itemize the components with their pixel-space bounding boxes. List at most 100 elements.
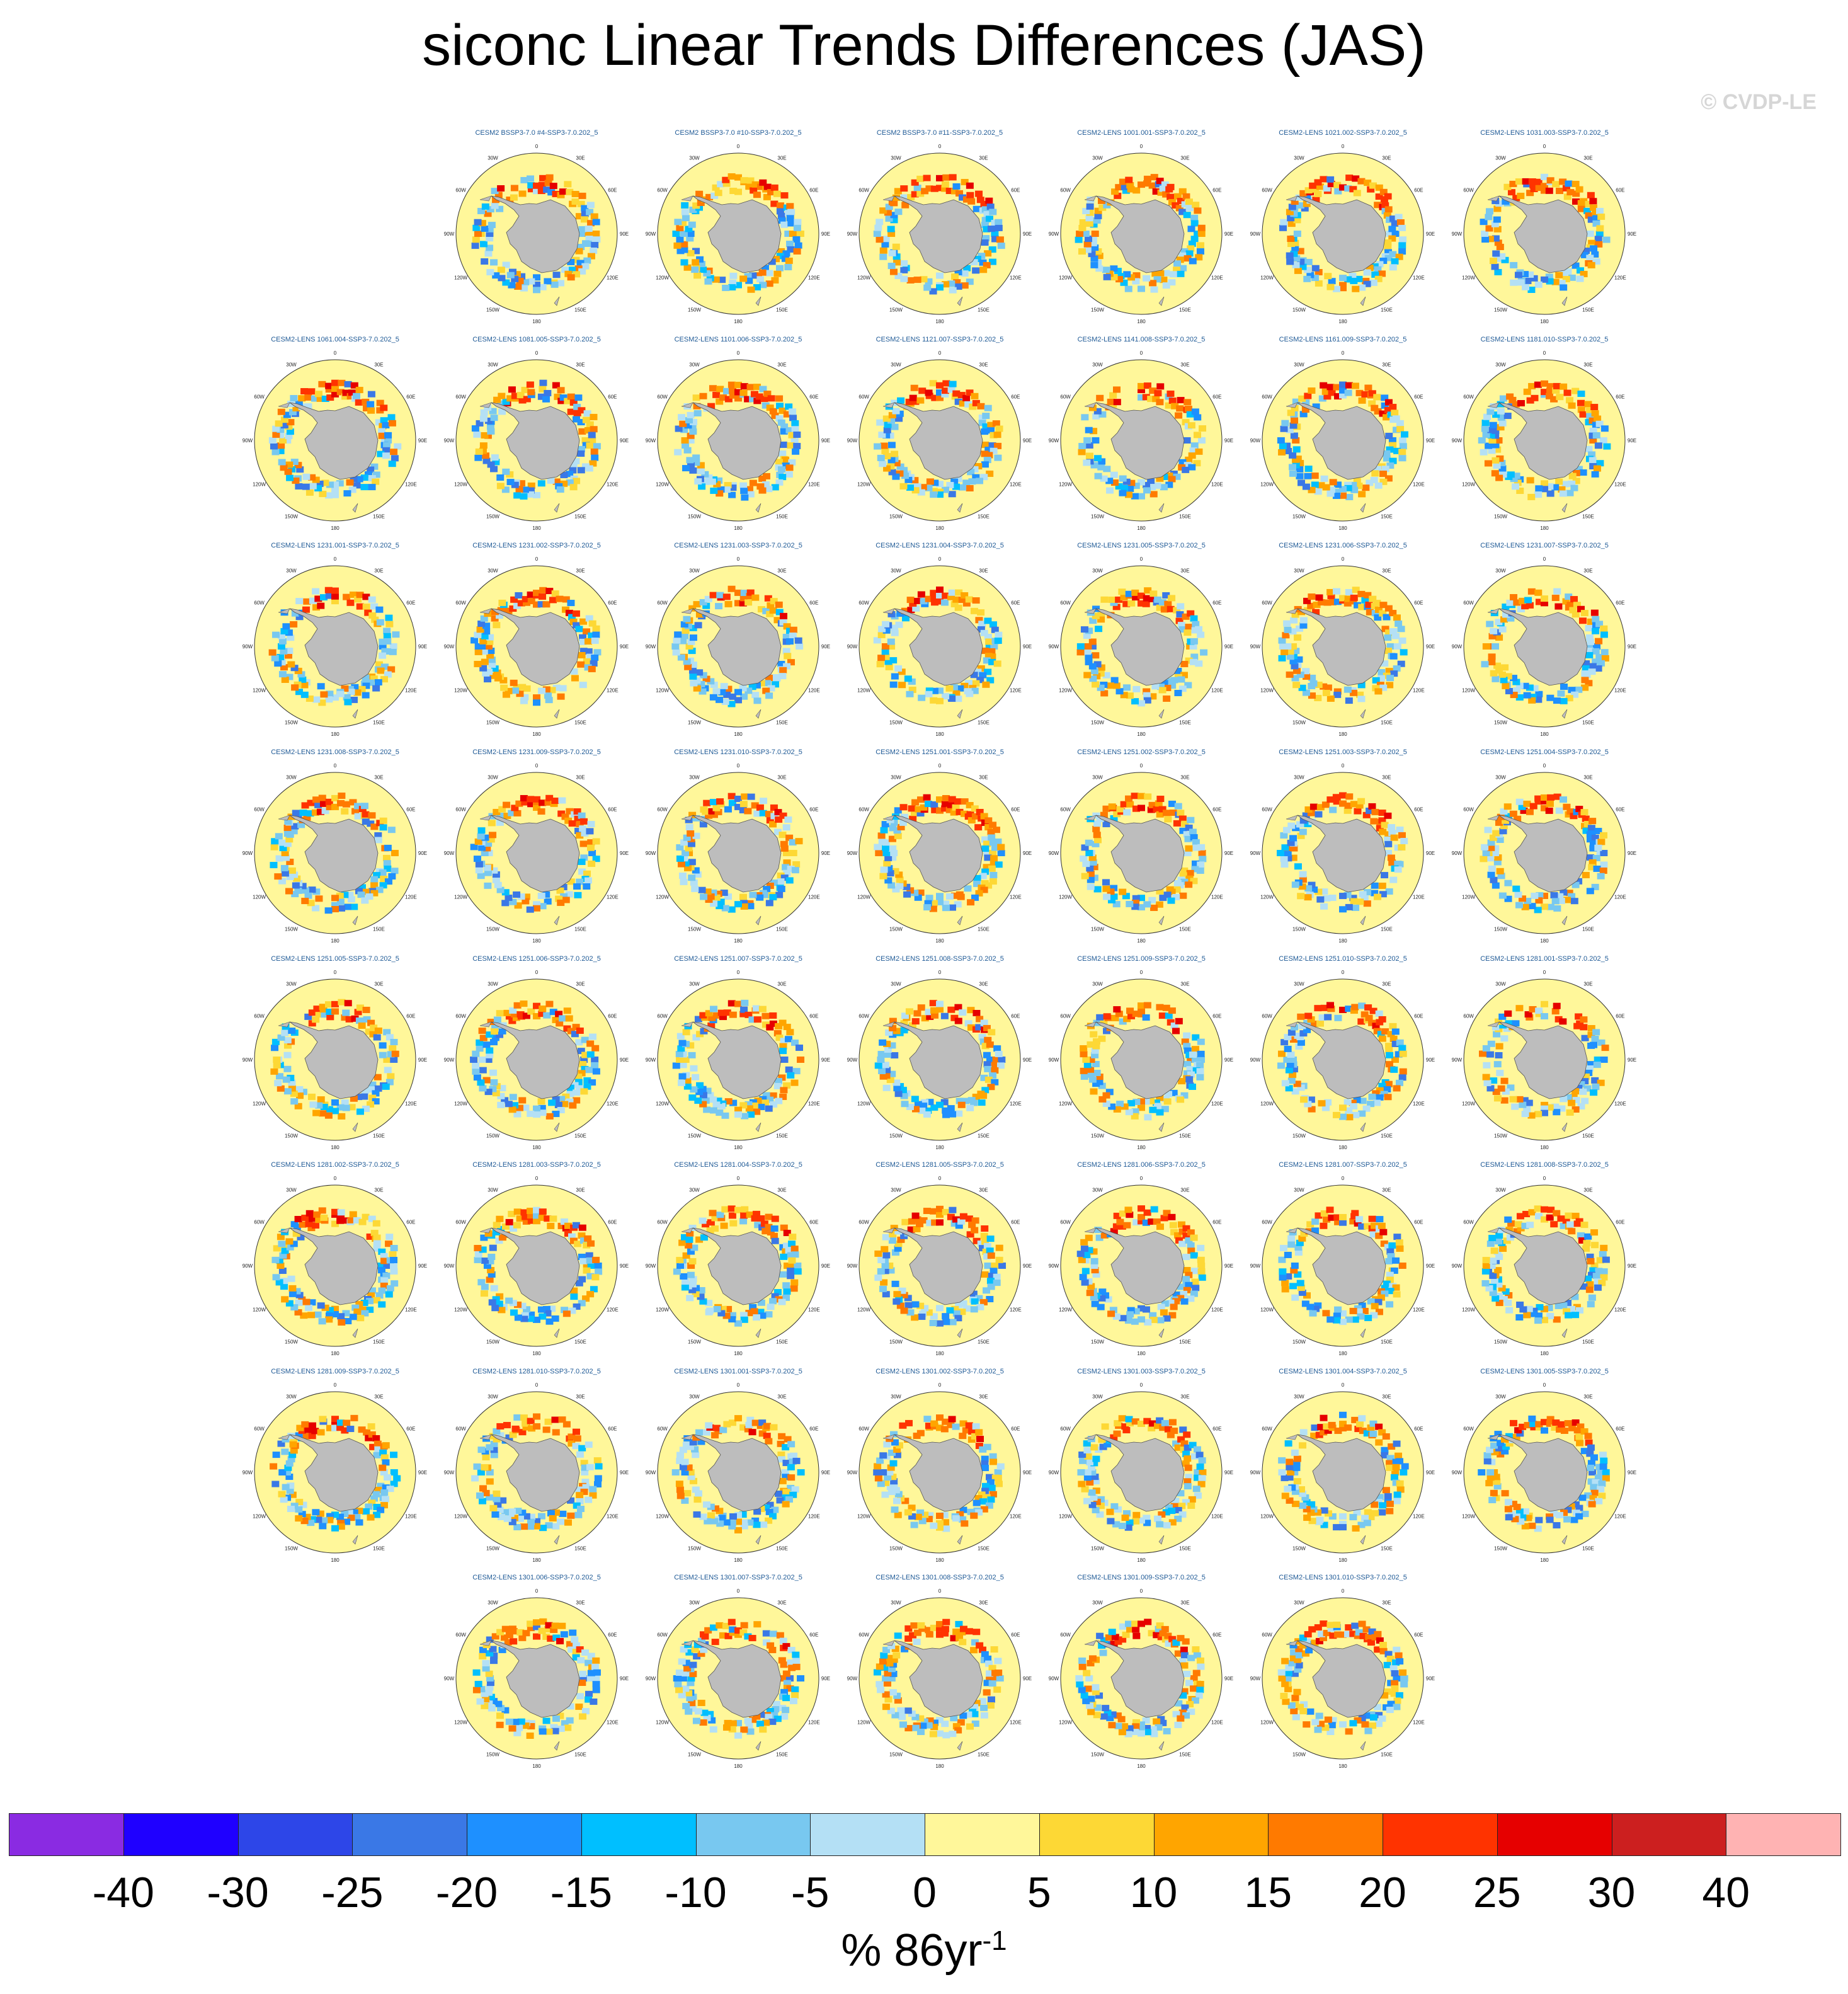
colorbar-box (1268, 1813, 1383, 1856)
longitude-label: 150E (978, 719, 990, 725)
longitude-label: 150W (889, 1545, 903, 1551)
longitude-label: 90W (444, 851, 455, 856)
polar-map: 0 30E 60E 90E 120E 150E 180 150W 120W 90W 60W 30W (1049, 763, 1233, 944)
longitude-label: 120W (454, 1720, 467, 1726)
longitude-label: 120E (1010, 688, 1022, 694)
polar-map: 0 30E 60E 90E 120E 150E 180 150W 120W 90W 60W 30W (847, 144, 1032, 324)
longitude-label: 120W (656, 895, 669, 900)
longitude-label: 150E (1582, 926, 1594, 932)
map-panel: CESM2-LENS 1301.004-SSP3-7.0.202_5 0 30E 60… (1242, 1368, 1444, 1569)
polar-map: 0 30E 60E 90E 120E 150E 180 150W 120W 90W 60W 30W (444, 556, 629, 737)
longitude-label: 150E (373, 1339, 385, 1344)
longitude-label: 30E (1180, 982, 1189, 987)
map-panel: CESM2-LENS 1301.009-SSP3-7.0.202_5 0 30E 60… (1041, 1574, 1242, 1775)
longitude-label: 60E (1212, 188, 1221, 193)
longitude-label: 90W (242, 1057, 253, 1063)
longitude-label: 120W (1462, 688, 1475, 694)
colorbar-box (9, 1813, 124, 1856)
antarctica-land (289, 1021, 379, 1099)
longitude-label: 30E (374, 362, 383, 368)
longitude-label: 90E (1224, 1676, 1233, 1682)
polar-map: 0 30E 60E 90E 120E 150E 180 150W 120W 90W 60W 30W (1250, 1588, 1435, 1769)
polar-map: 0 30E 60E 90E 120E 150E 180 150W 120W 90W 60W 30W (1250, 763, 1435, 944)
longitude-label: 120W (1059, 482, 1072, 488)
antarctica-land (289, 815, 379, 893)
longitude-label: 30E (979, 568, 988, 574)
longitude-label: 0 (737, 350, 740, 356)
map-panel: CESM2-LENS 1081.005-SSP3-7.0.202_5 0 30E 60… (436, 336, 637, 537)
longitude-label: 150W (688, 1339, 701, 1344)
antarctica-land (894, 608, 983, 686)
panel-title: CESM2-LENS 1231.005-SSP3-7.0.202_5 (1077, 542, 1206, 549)
panel-title: CESM2-LENS 1281.006-SSP3-7.0.202_5 (1077, 1161, 1206, 1169)
polar-map: 0 30E 60E 90E 120E 150E 180 150W 120W 90W 60W 30W (1250, 1176, 1435, 1356)
longitude-label: 180 (935, 731, 944, 737)
antarctica-land (491, 1227, 580, 1305)
longitude-label: 120W (253, 482, 266, 488)
longitude-label: 180 (734, 1763, 743, 1769)
longitude-label: 0 (1342, 1588, 1345, 1594)
map-border (657, 1391, 819, 1554)
longitude-label: 30W (488, 568, 498, 574)
longitude-label: 60E (809, 1426, 818, 1432)
longitude-label: 120E (1413, 895, 1425, 900)
colorbar-tick-label: 25 (1473, 1869, 1521, 1917)
polar-map: 0 30E 60E 90E 120E 150E 180 150W 120W 90W 60W 30W (847, 556, 1032, 737)
longitude-label: 120E (1211, 1720, 1223, 1726)
longitude-label: 150W (486, 719, 499, 725)
longitude-label: 0 (1140, 970, 1143, 975)
longitude-label: 90W (1250, 438, 1261, 444)
longitude-label: 150W (1494, 307, 1507, 312)
longitude-label: 120W (857, 1101, 870, 1107)
longitude-label: 90E (620, 851, 629, 856)
antarctica-land (692, 1434, 782, 1512)
longitude-label: 60W (254, 1426, 265, 1432)
map-panel: CESM2-LENS 1231.004-SSP3-7.0.202_5 0 30E 60… (839, 542, 1041, 743)
longitude-label: 60E (1616, 1426, 1624, 1432)
longitude-label: 60W (455, 600, 466, 606)
longitude-label: 120E (1413, 1307, 1425, 1313)
panel-title: CESM2-LENS 1281.005-SSP3-7.0.202_5 (876, 1161, 1004, 1169)
longitude-label: 60W (657, 600, 668, 606)
longitude-label: 30W (689, 156, 700, 161)
longitude-label: 150W (486, 926, 499, 932)
map-border (254, 772, 416, 934)
longitude-label: 90E (1628, 1057, 1636, 1063)
longitude-label: 90W (1452, 1263, 1463, 1269)
longitude-label: 30W (689, 1394, 700, 1400)
longitude-label: 180 (1137, 938, 1146, 944)
polar-map: 0 30E 60E 90E 120E 150E 180 150W 120W 90W 60W 30W (1049, 1588, 1233, 1769)
map-border (1262, 359, 1424, 522)
longitude-label: 0 (1543, 1176, 1546, 1181)
panel-title: CESM2-LENS 1251.009-SSP3-7.0.202_5 (1077, 955, 1206, 963)
longitude-label: 30E (1180, 1188, 1189, 1193)
longitude-label: 60W (455, 1632, 466, 1638)
polar-map: 0 30E 60E 90E 120E 150E 180 150W 120W 90W 60W 30W (646, 350, 830, 531)
longitude-label: 120E (808, 1101, 820, 1107)
longitude-label: 120W (1059, 1101, 1072, 1107)
panel-title: CESM2-LENS 1081.005-SSP3-7.0.202_5 (472, 336, 601, 343)
longitude-label: 30W (1495, 362, 1506, 368)
longitude-label: 120E (1211, 482, 1223, 488)
longitude-label: 30W (286, 362, 297, 368)
longitude-label: 90E (1224, 1263, 1233, 1269)
polar-map: 0 30E 60E 90E 120E 150E 180 150W 120W 90W 60W 30W (242, 970, 427, 1150)
longitude-label: 150W (889, 307, 903, 312)
longitude-label: 120W (857, 1307, 870, 1313)
longitude-label: 60E (1616, 394, 1624, 400)
antarctica-land (491, 608, 580, 686)
longitude-label: 150W (1091, 1133, 1104, 1138)
map-panel: CESM2-LENS 1281.008-SSP3-7.0.202_5 0 30E 60… (1444, 1161, 1645, 1363)
longitude-label: 0 (535, 1382, 539, 1388)
longitude-label: 60E (608, 807, 617, 813)
colorbar-box (581, 1813, 697, 1856)
map-panel: CESM2-LENS 1301.007-SSP3-7.0.202_5 0 30E 60… (637, 1574, 839, 1775)
longitude-label: 90E (1426, 1263, 1435, 1269)
antarctica-land (1095, 608, 1185, 686)
longitude-label: 0 (737, 763, 740, 769)
colorbar-tick-label: 15 (1244, 1869, 1292, 1917)
longitude-label: 180 (935, 525, 944, 531)
panel-title: CESM2-LENS 1281.008-SSP3-7.0.202_5 (1480, 1161, 1609, 1169)
longitude-label: 90W (444, 1057, 455, 1063)
longitude-label: 60W (1463, 394, 1474, 400)
